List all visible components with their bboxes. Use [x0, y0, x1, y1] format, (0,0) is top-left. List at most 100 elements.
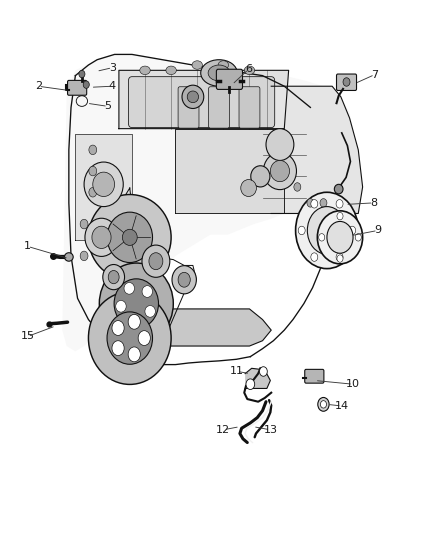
- Text: 3: 3: [109, 63, 116, 72]
- Ellipse shape: [270, 160, 290, 182]
- Polygon shape: [245, 368, 270, 389]
- FancyBboxPatch shape: [67, 80, 87, 95]
- Ellipse shape: [172, 265, 196, 294]
- Ellipse shape: [355, 233, 361, 241]
- Text: 7: 7: [371, 70, 378, 79]
- Ellipse shape: [208, 65, 230, 81]
- Ellipse shape: [140, 66, 150, 75]
- Ellipse shape: [296, 192, 358, 269]
- Ellipse shape: [116, 301, 126, 312]
- Text: 12: 12: [216, 425, 230, 435]
- Ellipse shape: [149, 253, 163, 270]
- FancyBboxPatch shape: [178, 87, 199, 128]
- Ellipse shape: [138, 330, 150, 345]
- Ellipse shape: [318, 211, 363, 264]
- Ellipse shape: [244, 66, 254, 75]
- Text: 10: 10: [346, 379, 360, 389]
- Ellipse shape: [311, 199, 318, 208]
- Text: 6: 6: [245, 64, 252, 74]
- Ellipse shape: [107, 212, 152, 263]
- Ellipse shape: [201, 60, 237, 86]
- Ellipse shape: [241, 180, 256, 197]
- Ellipse shape: [187, 91, 198, 103]
- Ellipse shape: [99, 263, 173, 344]
- Text: 14: 14: [335, 401, 349, 411]
- Polygon shape: [62, 54, 354, 351]
- Ellipse shape: [112, 341, 124, 356]
- Ellipse shape: [259, 367, 267, 376]
- Ellipse shape: [251, 166, 270, 187]
- Ellipse shape: [80, 219, 88, 229]
- Ellipse shape: [349, 226, 356, 235]
- Ellipse shape: [122, 229, 137, 245]
- Ellipse shape: [88, 195, 171, 280]
- Text: 11: 11: [230, 367, 244, 376]
- Ellipse shape: [84, 162, 123, 207]
- Ellipse shape: [79, 70, 85, 78]
- Text: 8: 8: [370, 198, 377, 208]
- Ellipse shape: [89, 188, 97, 197]
- Ellipse shape: [337, 255, 343, 262]
- Ellipse shape: [83, 81, 89, 88]
- Ellipse shape: [318, 398, 329, 411]
- FancyBboxPatch shape: [305, 369, 324, 383]
- Ellipse shape: [192, 61, 202, 69]
- Ellipse shape: [114, 279, 159, 328]
- Ellipse shape: [336, 253, 343, 261]
- Ellipse shape: [321, 401, 326, 408]
- Ellipse shape: [107, 312, 152, 364]
- FancyBboxPatch shape: [216, 69, 243, 90]
- Ellipse shape: [218, 61, 229, 69]
- Ellipse shape: [93, 172, 115, 197]
- Ellipse shape: [319, 233, 325, 241]
- Ellipse shape: [263, 152, 297, 190]
- Polygon shape: [110, 309, 271, 346]
- Ellipse shape: [320, 199, 327, 207]
- Text: 13: 13: [263, 425, 277, 435]
- Text: 15: 15: [21, 332, 35, 342]
- Polygon shape: [75, 134, 132, 240]
- Ellipse shape: [246, 379, 254, 390]
- Text: 9: 9: [374, 225, 381, 236]
- FancyBboxPatch shape: [336, 74, 357, 91]
- Ellipse shape: [89, 166, 97, 176]
- Ellipse shape: [334, 184, 343, 194]
- Ellipse shape: [307, 199, 314, 207]
- Ellipse shape: [129, 314, 139, 326]
- Ellipse shape: [142, 245, 170, 277]
- Polygon shape: [271, 86, 363, 214]
- Ellipse shape: [128, 314, 140, 329]
- Ellipse shape: [112, 320, 124, 335]
- Ellipse shape: [124, 282, 134, 294]
- Text: 1: 1: [24, 241, 31, 252]
- Ellipse shape: [327, 221, 353, 253]
- Ellipse shape: [64, 253, 73, 261]
- Ellipse shape: [311, 253, 318, 261]
- Text: 5: 5: [105, 101, 112, 111]
- Ellipse shape: [298, 226, 305, 235]
- Ellipse shape: [145, 305, 155, 317]
- Ellipse shape: [88, 292, 171, 384]
- Ellipse shape: [178, 272, 190, 287]
- Ellipse shape: [266, 128, 294, 160]
- Ellipse shape: [128, 347, 140, 362]
- Ellipse shape: [294, 183, 301, 191]
- Polygon shape: [176, 128, 284, 214]
- Ellipse shape: [307, 207, 346, 254]
- Text: 4: 4: [109, 81, 116, 91]
- Polygon shape: [119, 70, 289, 128]
- Ellipse shape: [108, 270, 119, 284]
- Ellipse shape: [142, 286, 152, 297]
- Ellipse shape: [103, 264, 124, 290]
- Ellipse shape: [80, 251, 88, 261]
- FancyBboxPatch shape: [239, 87, 260, 128]
- Ellipse shape: [182, 85, 204, 109]
- Ellipse shape: [337, 213, 343, 220]
- Ellipse shape: [85, 218, 118, 256]
- Text: 2: 2: [35, 81, 42, 91]
- FancyBboxPatch shape: [208, 87, 230, 128]
- Ellipse shape: [343, 78, 350, 86]
- Ellipse shape: [92, 226, 111, 248]
- Ellipse shape: [89, 145, 97, 155]
- FancyBboxPatch shape: [128, 77, 275, 127]
